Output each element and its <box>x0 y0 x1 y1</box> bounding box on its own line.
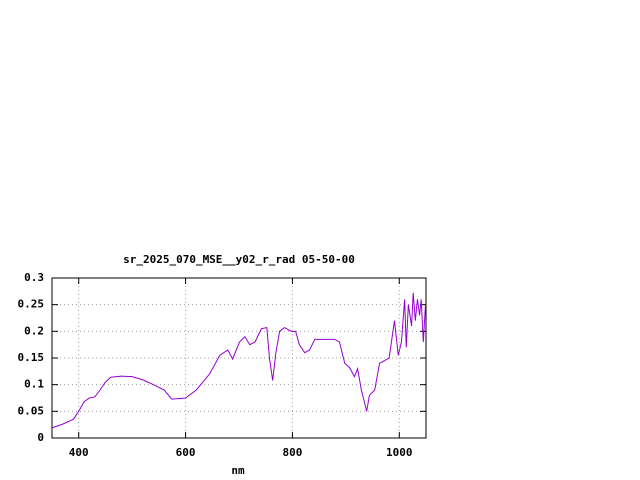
x-tick-label: 600 <box>176 446 196 459</box>
y-tick-label: 0.1 <box>24 378 44 391</box>
y-tick-label: 0.05 <box>18 404 45 417</box>
y-tick-label: 0 <box>37 431 44 444</box>
y-tick-label: 0.15 <box>18 351 45 364</box>
y-tick-label: 0.25 <box>18 298 45 311</box>
y-tick-label: 0.3 <box>24 271 44 284</box>
x-tick-label: 1000 <box>386 446 413 459</box>
x-tick-label: 800 <box>282 446 302 459</box>
plot-border <box>51 277 427 439</box>
chart-title: sr_2025_070_MSE__y02_r_rad 05-50-00 <box>123 253 355 266</box>
x-axis-label: nm <box>231 464 245 477</box>
data-line <box>51 292 426 429</box>
x-tick-label: 400 <box>69 446 89 459</box>
y-tick-label: 0.2 <box>24 324 44 337</box>
